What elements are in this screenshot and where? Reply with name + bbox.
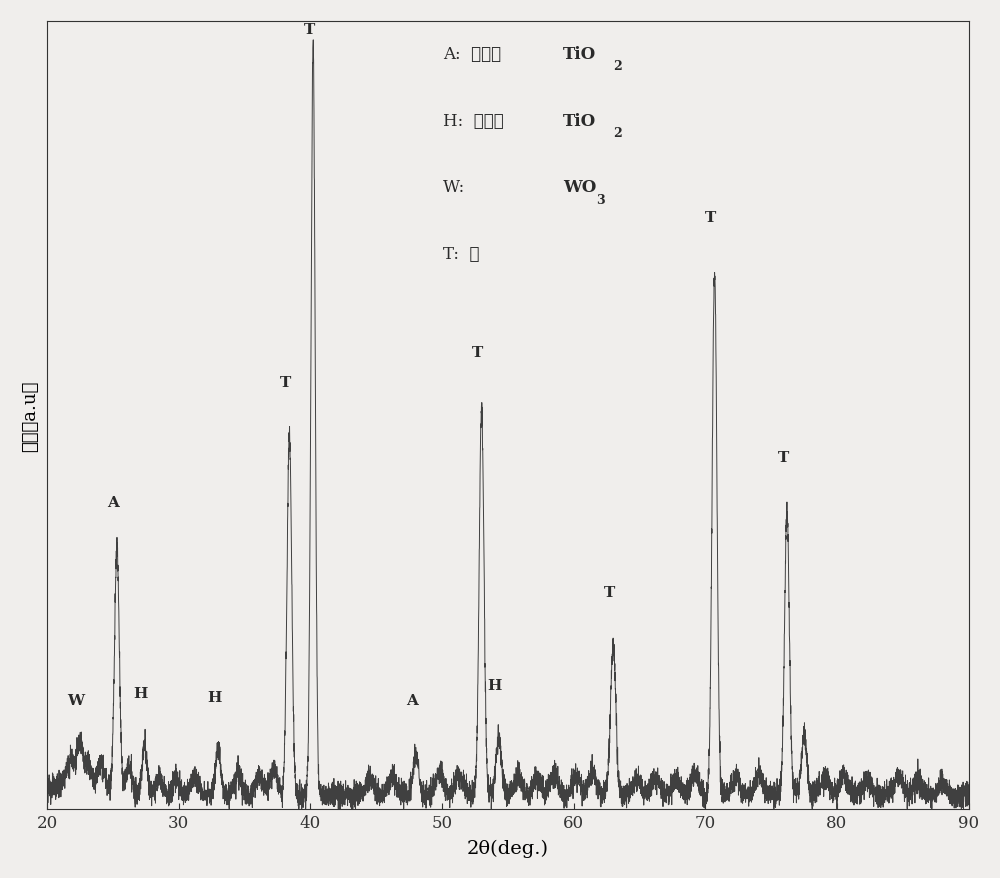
Text: T: T — [280, 375, 291, 389]
Text: T: T — [604, 585, 615, 599]
Text: T:  钛: T: 钛 — [443, 246, 480, 263]
Text: H: H — [207, 690, 222, 704]
Text: T: T — [472, 345, 483, 359]
X-axis label: 2θ(deg.): 2θ(deg.) — [467, 839, 549, 857]
Text: 3: 3 — [596, 193, 605, 206]
Text: 2: 2 — [613, 126, 622, 140]
Y-axis label: 强度（a.u）: 强度（a.u） — [21, 379, 39, 451]
Text: H:  金红石: H: 金红石 — [443, 112, 504, 129]
Text: T: T — [303, 23, 315, 37]
Text: A: A — [406, 694, 418, 708]
Text: 2: 2 — [613, 60, 622, 73]
Text: A: A — [107, 495, 119, 509]
Text: H: H — [488, 679, 502, 693]
Text: TiO: TiO — [563, 112, 596, 129]
Text: H: H — [133, 686, 148, 700]
Text: T: T — [777, 450, 789, 464]
Text: T: T — [705, 210, 716, 224]
Text: A:  锐钛矿: A: 锐钛矿 — [443, 46, 502, 62]
Text: W: W — [68, 694, 85, 708]
Text: W:: W: — [443, 179, 475, 197]
Text: WO: WO — [563, 179, 597, 197]
Text: TiO: TiO — [563, 46, 596, 62]
